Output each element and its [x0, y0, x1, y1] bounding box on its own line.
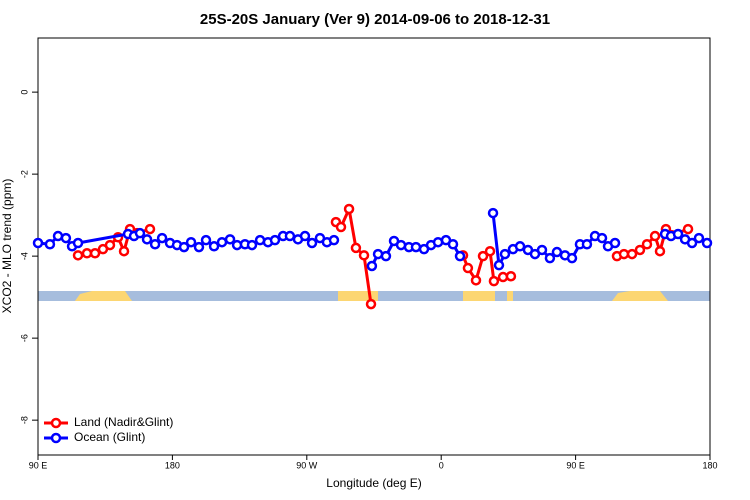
data-point: [654, 245, 666, 257]
x-tick-label: 180: [702, 460, 717, 470]
land-band: [612, 291, 668, 301]
data-point: [488, 275, 500, 287]
data-point: [487, 207, 499, 219]
data-point: [447, 238, 459, 250]
x-tick-label: 90 W: [296, 460, 318, 470]
data-point: [224, 234, 236, 245]
data-point: [118, 245, 130, 257]
data-point: [72, 250, 84, 261]
data-point: [477, 250, 489, 262]
data-point: [306, 237, 318, 249]
y-tick-label: -2: [19, 170, 29, 178]
x-tick-label: 180: [165, 460, 180, 470]
data-point: [454, 250, 466, 262]
data-point: [193, 241, 205, 253]
data-point: [609, 237, 621, 249]
y-axis-label: XCO2 - MLO trend (ppm): [0, 179, 14, 314]
data-point: [410, 241, 422, 253]
x-tick-label: 90 E: [29, 460, 48, 470]
data-point: [641, 238, 653, 250]
data-point: [185, 236, 197, 248]
data-point: [141, 234, 153, 245]
data-point: [208, 241, 220, 252]
data-point: [701, 237, 713, 249]
data-point: [246, 239, 258, 251]
data-point: [104, 239, 116, 251]
data-point: [72, 237, 84, 249]
data-point: [484, 245, 496, 257]
data-point: [470, 275, 482, 286]
data-point: [350, 242, 362, 254]
legend-label: Ocean (Glint): [74, 430, 145, 444]
data-point: [216, 236, 228, 248]
y-tick-label: -6: [19, 334, 29, 342]
data-point: [634, 244, 646, 256]
data-point: [566, 252, 578, 264]
data-point: [178, 241, 190, 253]
x-axis-label: Longitude (deg E): [326, 476, 421, 490]
data-point: [693, 232, 705, 244]
legend-label: Land (Nadir&Glint): [74, 415, 173, 429]
data-point: [60, 232, 72, 244]
data-point: [551, 246, 563, 258]
data-point: [365, 298, 377, 310]
data-point: [144, 223, 156, 235]
data-point: [200, 234, 212, 246]
data-point: [134, 227, 146, 239]
legend-marker: [50, 417, 62, 429]
data-point: [505, 270, 517, 282]
land-band: [507, 291, 513, 301]
data-point: [626, 248, 638, 260]
chart-title: 25S-20S January (Ver 9) 2014-09-06 to 20…: [200, 11, 550, 28]
y-tick-label: -8: [19, 416, 29, 424]
data-point: [328, 234, 340, 246]
data-point: [462, 262, 474, 274]
data-point: [649, 230, 661, 242]
data-point: [32, 237, 44, 249]
data-point: [380, 250, 392, 262]
data-point: [81, 248, 93, 259]
data-point: [499, 248, 511, 260]
data-point: [596, 232, 608, 244]
data-point: [514, 241, 526, 252]
data-point: [89, 248, 101, 259]
data-point: [686, 237, 698, 249]
land-band: [75, 291, 132, 301]
land-band: [463, 291, 495, 301]
data-point: [156, 232, 168, 244]
data-point: [672, 228, 684, 240]
legend-marker: [50, 432, 62, 444]
data-point: [493, 259, 505, 271]
y-tick-label: 0: [19, 90, 29, 95]
data-point: [581, 238, 593, 250]
data-point: [358, 250, 370, 261]
data-point: [544, 252, 556, 264]
data-point: [284, 230, 296, 242]
data-point: [682, 223, 694, 235]
x-tick-label: 90 E: [566, 460, 585, 470]
data-point: [618, 248, 630, 260]
data-point: [269, 234, 281, 246]
data-point: [536, 244, 548, 256]
y-tick-label: -4: [19, 252, 29, 260]
data-point: [44, 238, 56, 250]
data-point: [343, 203, 355, 215]
data-point: [149, 238, 161, 250]
data-point: [335, 221, 347, 233]
land-band: [338, 291, 378, 301]
x-tick-label: 0: [439, 460, 444, 470]
series-line: [77, 207, 689, 305]
data-point: [299, 230, 311, 242]
data-point: [366, 260, 378, 272]
